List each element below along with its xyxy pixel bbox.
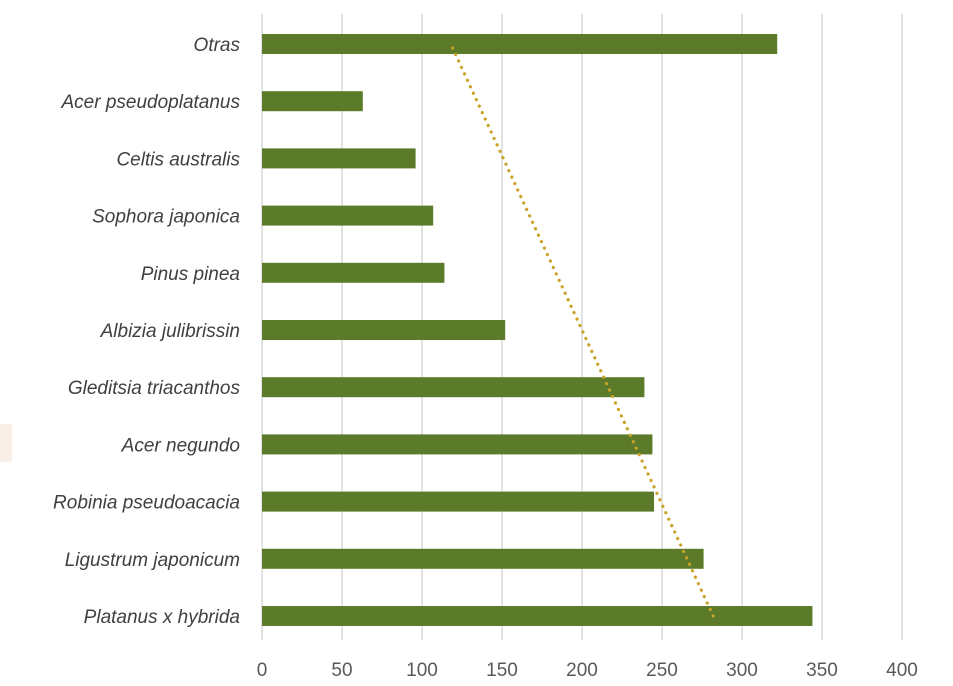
x-tick-label: 350 [806,660,838,681]
x-tick-label: 200 [566,660,598,681]
x-tick-label: 300 [726,660,758,681]
category-labels: Platanus x hybrida Ligustrum japonicum Rob… [53,35,240,628]
bar [262,34,778,54]
category-label: Sophora japonica [92,207,240,228]
category-label: Albizia julibrissin [100,321,240,342]
bars [262,34,813,626]
bar [262,606,813,626]
category-label: Ligustrum japonicum [65,550,240,571]
bar [262,148,416,169]
bar [262,377,645,398]
x-tick-labels: 0 50 100 150 200 250 300 350 400 [257,660,918,681]
category-label: Acer pseudoplatanus [60,92,240,113]
bar [262,262,445,283]
x-tick-label: 250 [646,660,678,681]
category-label: Acer negundo [121,435,240,456]
edge-fragment [0,424,12,462]
x-tick-label: 50 [331,660,352,681]
x-tick-label: 0 [257,660,268,681]
category-label: Robinia pseudoacacia [53,493,240,514]
bar [262,548,704,569]
bar [262,91,363,112]
x-tick-label: 150 [486,660,518,681]
x-tick-label: 100 [406,660,438,681]
trendline-group [449,42,715,618]
category-label: Platanus x hybrida [84,607,240,628]
category-label: Pinus pinea [141,264,240,285]
category-label: Gleditsia triacanthos [68,378,241,399]
category-label: Celtis australis [116,149,240,170]
bar [262,434,653,455]
category-label: Otras [194,35,241,56]
x-tick-label: 400 [886,660,918,681]
bar [262,491,654,512]
trendline [449,42,715,618]
bar [262,205,434,226]
bar [262,320,506,340]
